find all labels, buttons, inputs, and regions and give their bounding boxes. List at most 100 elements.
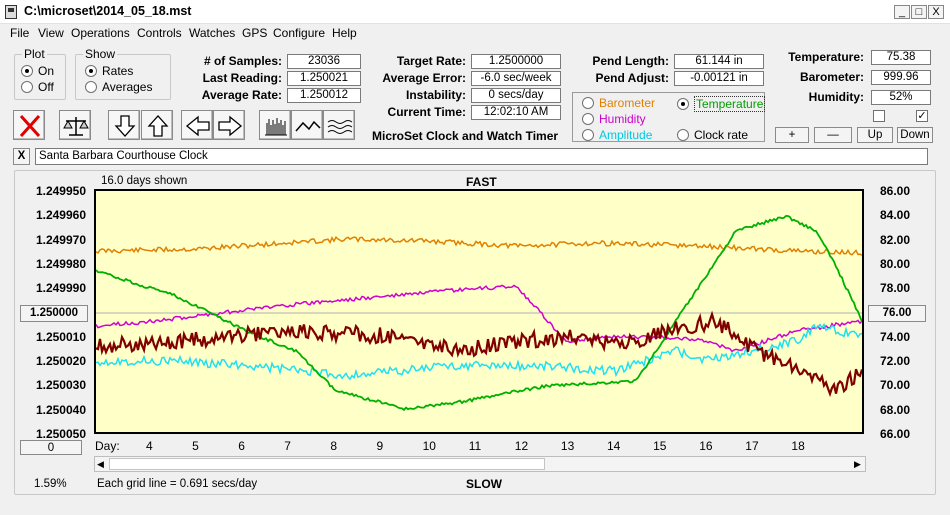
menu-controls[interactable]: Controls xyxy=(137,26,182,40)
sensor-humidity-radio[interactable]: Humidity xyxy=(582,112,646,126)
radio-icon xyxy=(582,113,594,125)
balance-button[interactable] xyxy=(59,110,91,140)
checkbox-1[interactable] xyxy=(873,110,885,122)
menu-watches[interactable]: Watches xyxy=(189,26,236,40)
plot-off-radio[interactable]: Off xyxy=(21,80,54,94)
sensor-clock-rate-radio[interactable]: Clock rate xyxy=(677,128,748,142)
bars-view-button[interactable] xyxy=(259,110,291,140)
left-tick-label: 1.249950 xyxy=(35,184,86,198)
radio-selected-icon xyxy=(21,65,33,77)
left-tick-label: 1.250010 xyxy=(35,329,86,344)
menu-configure[interactable]: Configure xyxy=(273,26,326,40)
clock-name-field[interactable]: Santa Barbara Courthouse Clock xyxy=(35,148,928,165)
current-time-value: 12:02:10 AM xyxy=(471,105,561,120)
horizontal-scrollbar[interactable]: ◀ ▶ xyxy=(94,456,866,472)
menu-view[interactable]: View xyxy=(38,26,64,40)
line-view-button[interactable] xyxy=(291,110,323,140)
scroll-up-button[interactable]: Up xyxy=(857,127,893,143)
sensor-temperature-label: Temperature xyxy=(694,96,766,112)
arrow-left-icon xyxy=(185,115,210,137)
sensor-temperature-radio[interactable]: Temperature xyxy=(677,96,766,112)
target-rate-value: 1.2500000 xyxy=(471,54,561,69)
menu-operations[interactable]: Operations xyxy=(71,26,130,40)
rate-reference-button[interactable]: 1.250000 xyxy=(20,305,88,322)
x-tick-label: 10 xyxy=(422,439,436,453)
checkbox-2[interactable]: ✓ xyxy=(916,110,928,122)
radio-selected-icon xyxy=(677,98,689,110)
last-reading-value: 1.250021 xyxy=(287,71,361,86)
sensor-barometer-radio[interactable]: Barometer xyxy=(582,96,655,110)
arrow-right-icon xyxy=(218,115,243,137)
right-tick-label: 84.00 xyxy=(879,208,910,223)
scroll-left-icon[interactable]: ◀ xyxy=(97,459,104,469)
left-tick-label: 1.249960 xyxy=(35,208,86,223)
right-tick-label: 66.00 xyxy=(879,427,910,441)
maximize-button[interactable]: □ xyxy=(911,5,927,19)
menu-gps[interactable]: GPS xyxy=(242,26,268,40)
offset-button[interactable]: 0 xyxy=(20,440,82,455)
radio-icon xyxy=(582,97,594,109)
x-tick-label: 11 xyxy=(468,439,482,453)
plot-on-label: On xyxy=(38,64,55,78)
x-tick-label: 9 xyxy=(376,439,384,453)
plot-off-label: Off xyxy=(38,80,54,94)
left-tick-label: 1.250040 xyxy=(35,402,86,417)
close-button[interactable]: X xyxy=(928,5,944,19)
show-rates-radio[interactable]: Rates xyxy=(85,64,133,78)
temperature-reference-button[interactable]: 76.00 xyxy=(868,305,926,322)
x-tick-label: 14 xyxy=(607,439,621,453)
x-tick-label: 15 xyxy=(653,439,667,453)
temperature-label: Temperature: xyxy=(788,50,864,64)
radio-selected-icon xyxy=(85,65,97,77)
show-averages-radio[interactable]: Averages xyxy=(85,80,152,94)
wave-view-button[interactable] xyxy=(323,110,355,140)
radio-icon xyxy=(582,129,594,141)
wave-icon xyxy=(327,120,353,134)
target-rate-label: Target Rate: xyxy=(396,54,466,68)
x-tick-label: 7 xyxy=(284,439,291,453)
minimize-button[interactable]: _ xyxy=(894,5,910,19)
left-tick-label: 1.249990 xyxy=(35,281,86,296)
app-icon xyxy=(5,5,17,19)
menu-bar: File View Operations Controls Watches GP… xyxy=(0,24,950,42)
arrow-up-icon xyxy=(147,115,169,137)
right-tick-label: 82.00 xyxy=(879,232,910,247)
plot-on-radio[interactable]: On xyxy=(21,64,54,78)
scale-plus-button[interactable]: + xyxy=(775,127,809,143)
sensor-clock-rate-label: Clock rate xyxy=(694,128,749,142)
chart-svg xyxy=(95,214,864,412)
up-arrow-button[interactable] xyxy=(141,110,173,140)
right-tick-label: 68.00 xyxy=(879,402,910,417)
plot-group-title: Plot xyxy=(22,47,47,61)
left-tick-label: 1.250050 xyxy=(35,427,86,441)
right-arrow-button[interactable] xyxy=(213,110,245,140)
pend-adjust-value: -0.00121 in xyxy=(674,71,764,86)
scroll-down-button[interactable]: Down xyxy=(897,127,933,143)
scroll-right-icon[interactable]: ▶ xyxy=(854,459,861,469)
humidity-label: Humidity: xyxy=(808,90,864,104)
scale-minus-button[interactable]: — xyxy=(814,127,852,143)
temperature-value: 75.38 xyxy=(871,50,931,65)
show-averages-label: Averages xyxy=(102,80,153,94)
percent-readout: 1.59% xyxy=(34,478,67,490)
clear-name-button[interactable]: X xyxy=(13,148,30,165)
right-tick-label: 72.00 xyxy=(879,354,910,369)
delete-button[interactable] xyxy=(13,110,45,140)
left-tick-label: 1.249980 xyxy=(35,256,86,271)
x-tick-label: 17 xyxy=(745,439,759,453)
samples-label: # of Samples: xyxy=(203,54,282,68)
barometer-trace xyxy=(95,235,863,256)
left-arrow-button[interactable] xyxy=(181,110,213,140)
current-time-label: Current Time: xyxy=(387,105,466,119)
menu-help[interactable]: Help xyxy=(332,26,357,40)
graph-panel xyxy=(14,170,936,495)
scroll-thumb[interactable] xyxy=(109,458,545,470)
menu-file[interactable]: File xyxy=(10,26,30,40)
x-tick-label: 12 xyxy=(514,439,529,453)
sensor-amplitude-radio[interactable]: Amplitude xyxy=(582,128,652,142)
down-arrow-button[interactable] xyxy=(108,110,140,140)
sensor-humidity-label: Humidity xyxy=(599,112,646,126)
slow-label: SLOW xyxy=(466,477,502,491)
barometer-value: 999.96 xyxy=(871,70,931,85)
plot-group: Plot On Off xyxy=(14,47,66,100)
